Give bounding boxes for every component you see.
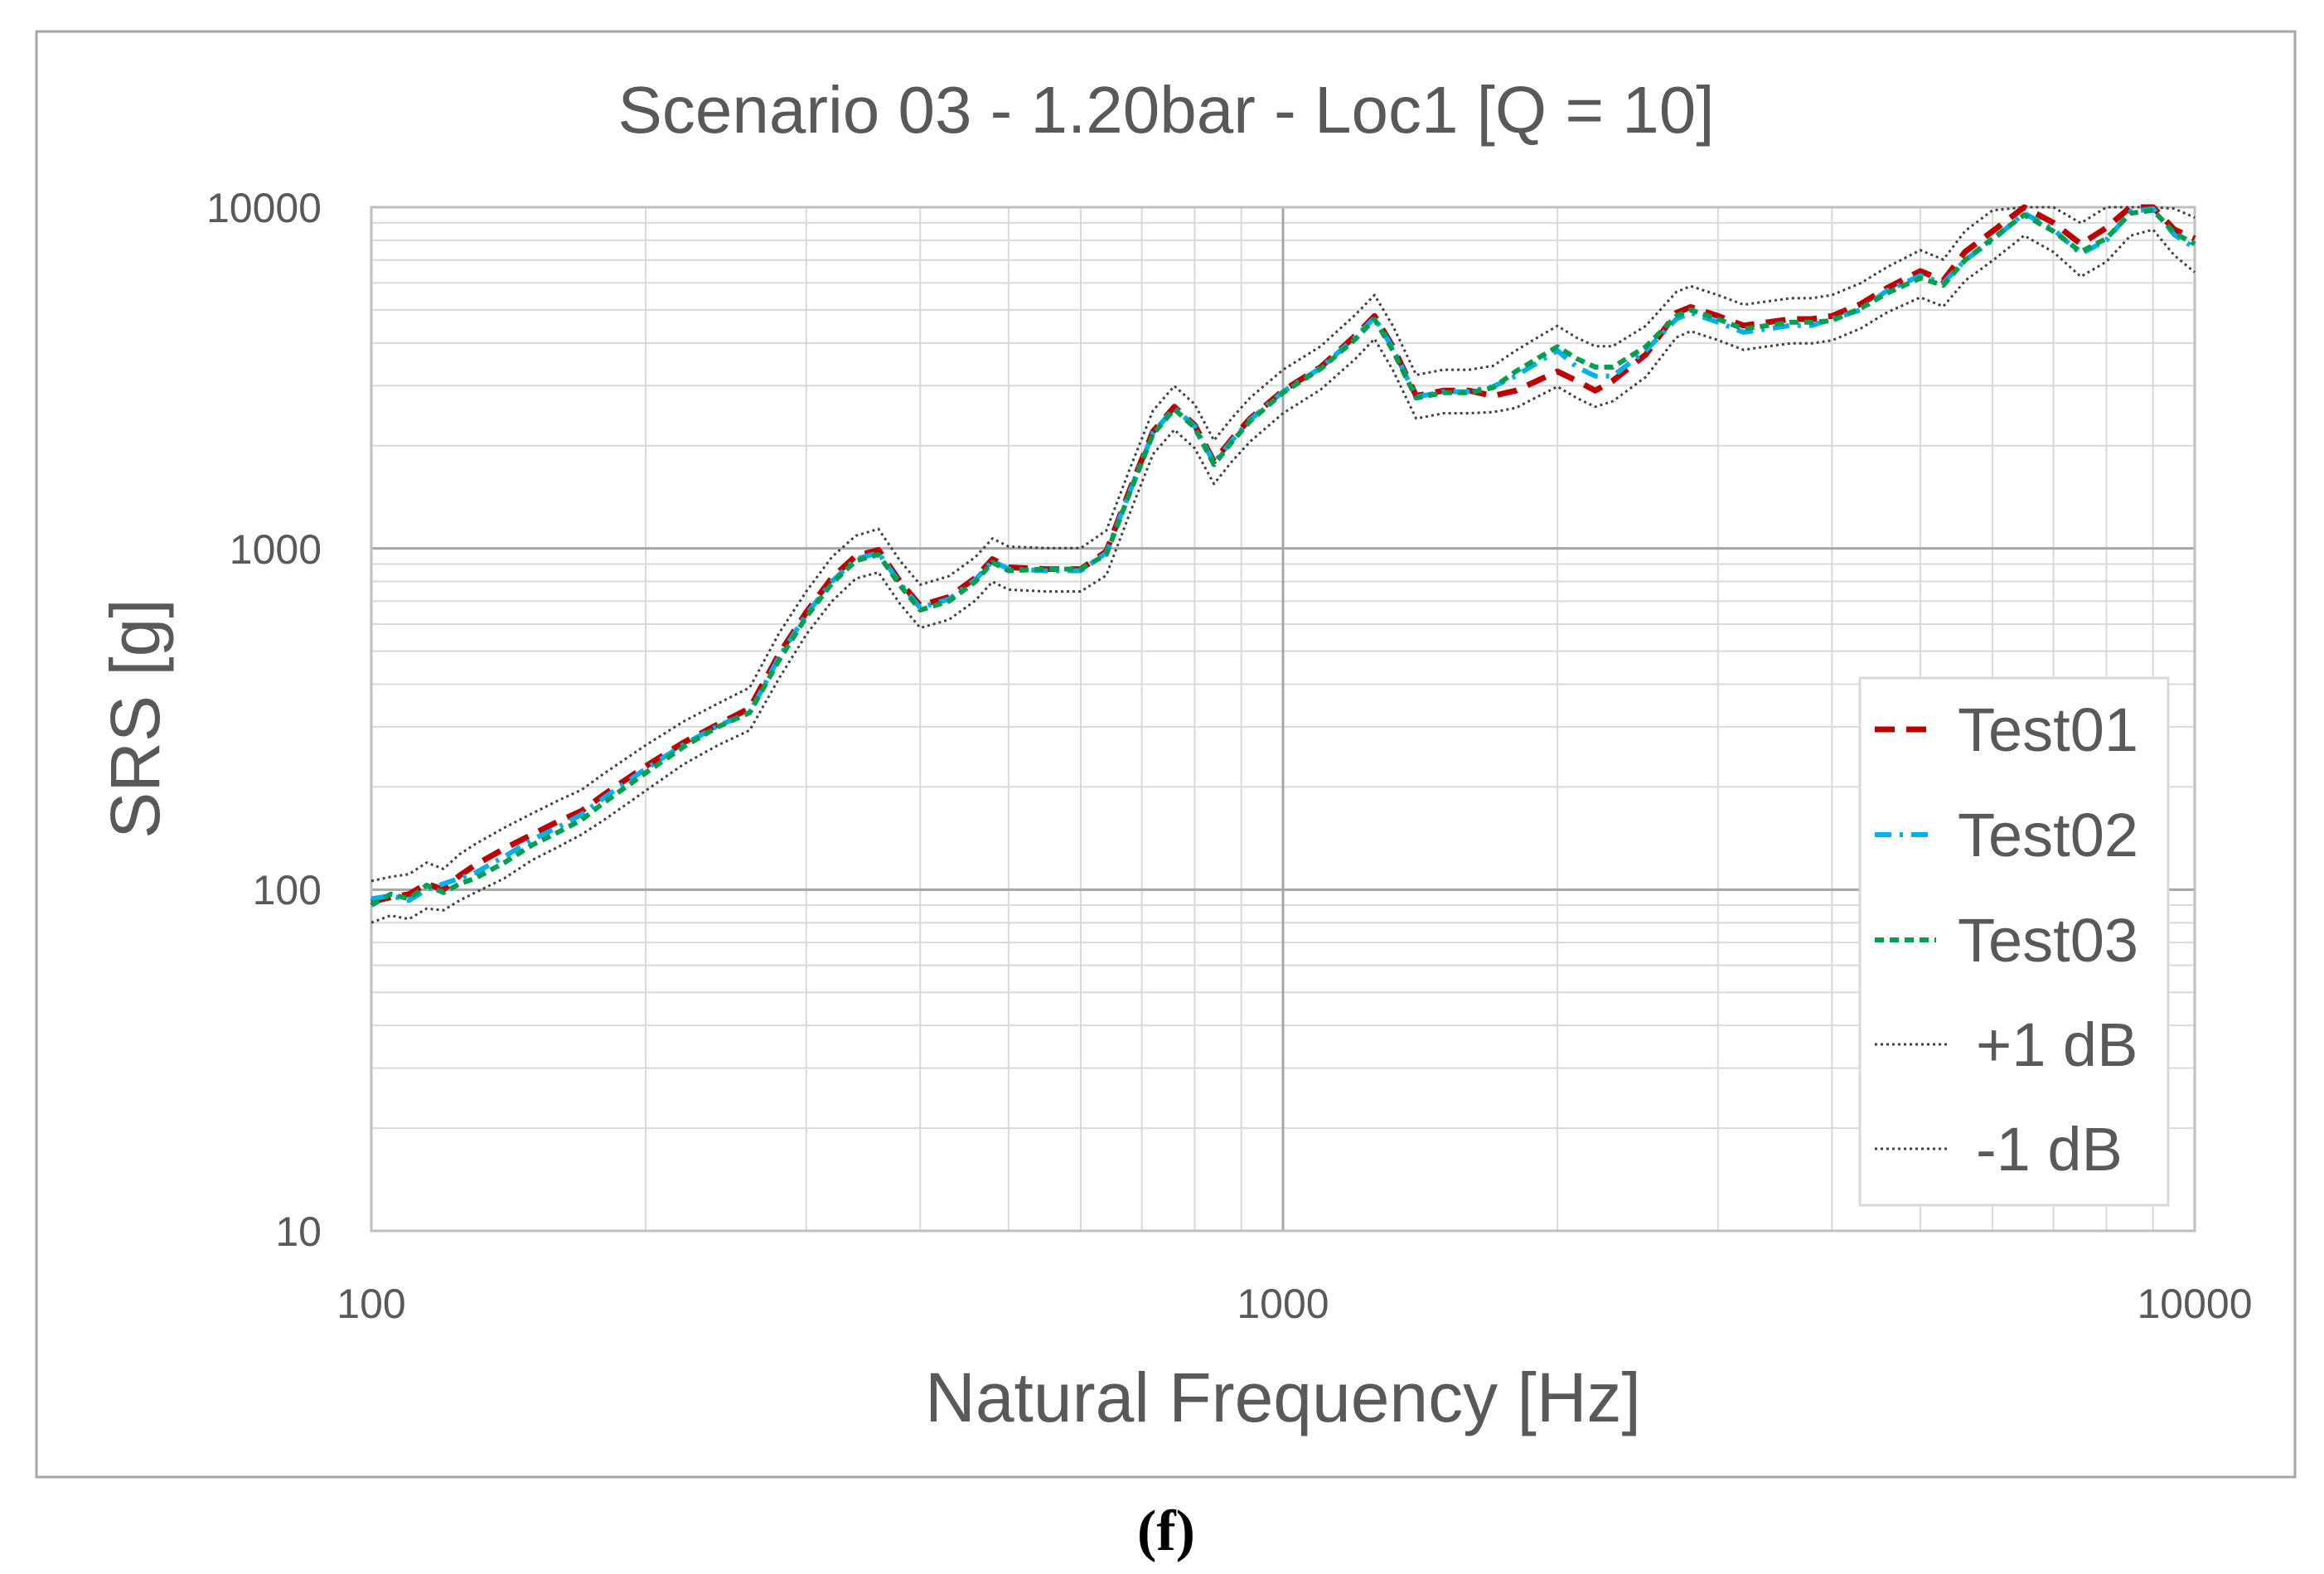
y-tick-label-100: 100 — [253, 867, 322, 913]
legend-label-test03: Test03 — [1958, 906, 2138, 975]
plot-area-border — [370, 206, 2196, 1233]
x-axis-label: Natural Frequency [Hz] — [925, 1358, 1641, 1436]
y-tick-label-1000: 1000 — [230, 526, 322, 573]
legend-label-test01: Test01 — [1958, 695, 2138, 764]
y-axis-label: SRS [g] — [96, 598, 174, 838]
legend-label-minus-1db: -1 dB — [1976, 1115, 2123, 1184]
legend: Test01 Test02 Test03 +1 dB -1 dB — [1858, 676, 2170, 1207]
x-tick-label-1000: 1000 — [1237, 1281, 1329, 1327]
x-tick-label-10000: 10000 — [2137, 1281, 2252, 1327]
series-line-test03 — [370, 207, 2196, 908]
legend-label-test02: Test02 — [1958, 801, 2138, 869]
chart-title: Scenario 03 - 1.20bar - Loc1 [Q = 10] — [617, 73, 1714, 147]
y-tick-label-10: 10 — [275, 1208, 322, 1255]
legend-label-plus-1db: +1 dB — [1976, 1010, 2138, 1079]
x-tick-label-100: 100 — [336, 1281, 405, 1327]
figure-caption: (f) — [1137, 1499, 1195, 1563]
series-layer — [370, 204, 2196, 924]
series-line-test01 — [370, 204, 2196, 905]
series-line-1-db — [370, 228, 2196, 924]
y-tick-label-10000: 10000 — [206, 185, 322, 231]
